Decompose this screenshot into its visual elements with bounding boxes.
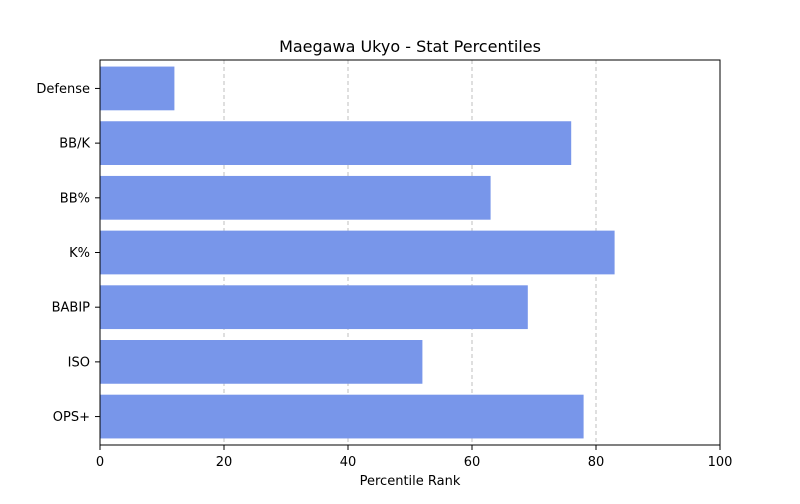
x-tick-label: 20 xyxy=(216,455,233,470)
bar-ops- xyxy=(100,394,584,439)
y-axis-ticks: OPS+ ISO BABIP K% BB% BB/K Defense xyxy=(36,82,100,425)
bar-bb-k xyxy=(100,121,572,165)
y-tick-label: Defense xyxy=(36,82,90,97)
y-tick-label: K% xyxy=(69,246,90,261)
bar-k- xyxy=(100,230,615,275)
bar-babip xyxy=(100,285,528,330)
y-tick-label: BABIP xyxy=(52,301,91,316)
y-tick-label: BB% xyxy=(60,191,90,206)
bar-iso xyxy=(100,340,423,384)
x-tick-label: 80 xyxy=(588,455,605,470)
x-tick-label: 0 xyxy=(96,455,104,470)
bar-defense xyxy=(100,66,175,111)
bar-bb- xyxy=(100,175,491,220)
x-tick-label: 100 xyxy=(708,455,733,470)
y-tick-label: BB/K xyxy=(59,137,90,152)
y-tick-label: OPS+ xyxy=(53,410,90,425)
bars xyxy=(100,66,615,439)
x-axis-label: Percentile Rank xyxy=(360,474,461,489)
x-tick-label: 60 xyxy=(464,455,481,470)
y-tick-label: ISO xyxy=(68,355,90,370)
x-axis-ticks: 0 20 40 60 80 100 xyxy=(96,445,733,470)
chart-title: Maegawa Ukyo - Stat Percentiles xyxy=(279,37,541,56)
x-tick-label: 40 xyxy=(340,455,357,470)
